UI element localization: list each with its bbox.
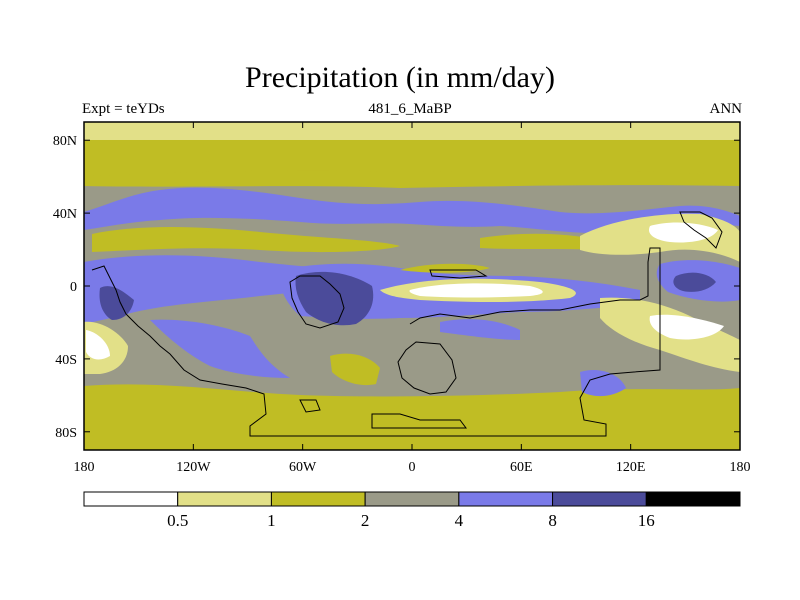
africa-max [295,271,374,326]
contour-fill-layer [84,122,740,450]
x-tick-label: 60W [289,460,317,475]
storm-track-north [84,187,740,234]
x-tick-label: 0 [409,460,416,475]
axes: 180 120W 60W 0 60E 120E 180 80N 40N 0 40S 80S [53,122,751,475]
season-label: ANN [709,101,743,117]
west-edge-white [86,330,110,360]
subpolar-south [84,384,740,402]
time-label: 481_6_MaBP [368,101,452,117]
colorbar-swatch [270,491,366,507]
subtropic-yellow-north-pacific [92,227,400,253]
y-tick-label: 0 [70,280,77,295]
polar-band-north-light [84,122,740,140]
coastline-island-1 [299,399,321,413]
south-atlantic-yellow [330,353,380,386]
x-tick-label: 120W [176,460,211,475]
colorbar-level-label: 4 [455,511,464,530]
south-pacific-conv [150,319,290,378]
colorbar-swatch [458,491,554,507]
colorbar-swatch [645,491,741,507]
y-tick-label: 40S [55,353,77,368]
dry-tongue-yellow [400,263,490,273]
colorbar: 0.5 1 2 4 8 16 [83,491,741,530]
colorbar-swatch [83,491,179,507]
australia-white [649,314,724,340]
indian-blue [440,319,520,340]
y-tick-label: 80N [53,134,77,149]
east-asia-white [648,222,718,243]
indian-south-blue [580,369,626,397]
coastline-north-strip [429,269,488,279]
colorbar-level-label: 16 [638,511,655,530]
y-tick-label: 40N [53,207,77,222]
colorbar-level-label: 8 [548,511,557,530]
dry-tongue-white [409,283,543,298]
colorbar-level-label: 0.5 [167,511,188,530]
colorbar-level-label: 1 [267,511,276,530]
experiment-label: Expt = teYDs [82,101,165,117]
coastline-east-asia [679,211,723,249]
colorbar-swatch [177,491,272,507]
colorbar-swatch [364,491,460,507]
polar-band-north [84,140,740,176]
coastline-africa-like [289,275,345,329]
x-tick-label: 60E [510,460,533,475]
colorbar-level-label: 2 [361,511,370,530]
y-tick-label: 80S [55,426,77,441]
warm-pool-dark [673,272,716,292]
polar-band-south [84,400,740,450]
chart-title: Precipitation (in mm/day) [245,61,555,94]
subpolar-north [84,170,740,188]
coastline-island-2 [371,413,467,429]
x-tick-label: 120E [616,460,646,475]
coastline-inner-island [397,341,457,395]
x-tick-label: 180 [74,460,95,475]
coastline-main [91,247,661,437]
colorbar-swatch [552,491,647,507]
coastlines [91,211,723,437]
west-pacific-dark [99,286,134,320]
subtropic-yellow-north-asia [480,233,600,250]
x-tick-label: 180 [730,460,751,475]
